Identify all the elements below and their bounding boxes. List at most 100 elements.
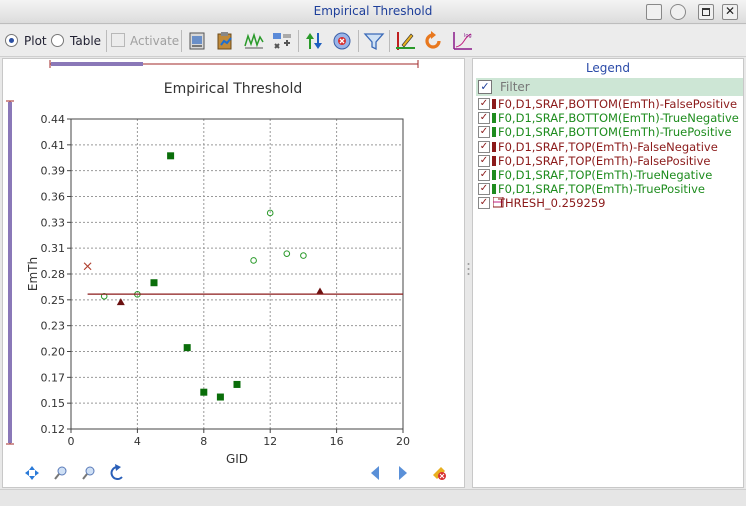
data-point-circle bbox=[283, 250, 291, 257]
y-tick-label: 0.15 bbox=[41, 397, 66, 410]
legend-item-checkbox[interactable]: ✓ bbox=[478, 197, 490, 210]
next-page-icon[interactable] bbox=[399, 466, 407, 480]
legend-item-checkbox[interactable]: ✓ bbox=[478, 140, 490, 153]
legend-item-label: THRESH_0.259259 bbox=[498, 196, 606, 211]
log-scale-icon[interactable]: log bbox=[451, 30, 473, 52]
line-chart-icon[interactable] bbox=[243, 30, 265, 52]
window-title: Empirical Threshold bbox=[313, 4, 433, 18]
legend-item[interactable]: ✓ F0,D1,SRAF,TOP(EmTh)-TrueNegative bbox=[476, 168, 743, 182]
y-tick-label: 0.36 bbox=[41, 191, 66, 204]
x-tick-label: 12 bbox=[263, 435, 277, 448]
activate-label: Activate bbox=[130, 34, 180, 48]
x-axis-label: GID bbox=[226, 452, 248, 466]
x-tick-label: 8 bbox=[200, 435, 207, 448]
window-pin-icon[interactable] bbox=[670, 4, 686, 20]
y-tick-label: 0.20 bbox=[41, 346, 66, 359]
legend-item-label: F0,D1,SRAF,TOP(EmTh)-TrueNegative bbox=[498, 167, 713, 182]
data-point-triangle bbox=[116, 298, 125, 306]
data-point-circle bbox=[250, 257, 257, 264]
legend-item-checkbox[interactable]: ✓ bbox=[478, 126, 490, 139]
legend-panel: Legend ✓ Filter ✓ F0,D1,SRAF,BOTTOM(EmTh)… bbox=[472, 58, 744, 488]
zoom-in-icon[interactable] bbox=[54, 466, 67, 480]
pan-icon[interactable] bbox=[25, 466, 39, 480]
chart-grid bbox=[71, 119, 403, 429]
y-axis-label: EmTh bbox=[26, 257, 40, 291]
data-point-square bbox=[183, 344, 191, 352]
table-radio-label[interactable]: Table bbox=[70, 34, 102, 48]
y-axis-ticks: 0.12 0.15 0.17 0.20 0.23 0.25 0.28 0.31 0.33 0.36… bbox=[41, 113, 71, 436]
legend-item[interactable]: ✓ THRESH_0.259259 bbox=[476, 196, 743, 210]
window-titlebar: Empirical Threshold ✕ bbox=[0, 0, 746, 24]
x-tick-label: 4 bbox=[134, 435, 141, 448]
filter-funnel-icon[interactable] bbox=[363, 30, 385, 52]
chart-title: Empirical Threshold bbox=[164, 81, 303, 97]
legend-item-checkbox[interactable]: ✓ bbox=[478, 168, 490, 181]
y-range-slider-thumb[interactable] bbox=[8, 102, 12, 443]
scatter-chart: Empirical Threshold 0.12 0.15 0.17 0.20 0.23… bbox=[6, 60, 446, 480]
y-tick-label: 0.41 bbox=[41, 139, 66, 152]
plot-panel: Empirical Threshold 0.12 0.15 0.17 0.20 0.23… bbox=[2, 58, 465, 488]
x-range-slider-thumb[interactable] bbox=[51, 62, 143, 66]
legend-item-checkbox[interactable]: ✓ bbox=[478, 183, 490, 196]
legend-title: Legend bbox=[585, 61, 631, 75]
legend-color-swatch bbox=[492, 127, 496, 138]
activate-checkbox[interactable] bbox=[111, 33, 125, 47]
x-tick-label: 16 bbox=[330, 435, 344, 448]
legend-item[interactable]: ✓ F0,D1,SRAF,TOP(EmTh)-FalseNegative bbox=[476, 140, 743, 154]
y-tick-label: 0.17 bbox=[41, 371, 66, 384]
export-image-icon[interactable] bbox=[186, 30, 208, 52]
legend-item[interactable]: ✓ F0,D1,SRAF,BOTTOM(EmTh)-TrueNegative bbox=[476, 111, 743, 125]
toolbar-separator bbox=[358, 30, 359, 52]
x-tick-label: 0 bbox=[68, 435, 75, 448]
legend-item-label: F0,D1,SRAF,BOTTOM(EmTh)-FalsePositive bbox=[498, 97, 738, 111]
legend-item[interactable]: ✓ F0,D1,SRAF,TOP(EmTh)-FalsePositive bbox=[476, 154, 743, 168]
chart-marks bbox=[83, 152, 403, 401]
clipboard-chart-icon[interactable] bbox=[214, 30, 236, 52]
maximize-icon[interactable] bbox=[698, 4, 714, 20]
toolbar-separator bbox=[181, 30, 182, 52]
data-point-square bbox=[216, 393, 224, 401]
refresh-icon[interactable] bbox=[422, 30, 444, 52]
legend-item[interactable]: ✓ F0,D1,SRAF,BOTTOM(EmTh)-FalsePositive bbox=[476, 97, 743, 111]
legend-item-label: F0,D1,SRAF,BOTTOM(EmTh)-TrueNegative bbox=[498, 111, 739, 126]
toolbar-separator bbox=[106, 30, 107, 52]
legend-color-swatch bbox=[492, 155, 496, 166]
table-radio[interactable] bbox=[51, 34, 64, 47]
svg-text:log: log bbox=[464, 33, 472, 39]
legend-item-label: F0,D1,SRAF,TOP(EmTh)-FalseNegative bbox=[498, 139, 718, 154]
select-all-checkbox[interactable]: ✓ bbox=[478, 80, 492, 94]
threshold-series-icon bbox=[492, 196, 509, 209]
shape-tool-icon[interactable] bbox=[271, 30, 293, 52]
toolbar-separator bbox=[298, 30, 299, 52]
legend-item-checkbox[interactable]: ✓ bbox=[478, 112, 490, 125]
legend-filter-input[interactable]: Filter bbox=[500, 80, 530, 94]
close-icon[interactable]: ✕ bbox=[722, 4, 738, 20]
plot-radio[interactable] bbox=[5, 34, 18, 47]
toolbar: Plot Table Activate log bbox=[0, 25, 746, 57]
draw-axis-icon[interactable] bbox=[394, 30, 416, 52]
zoom-out-icon[interactable] bbox=[82, 466, 95, 480]
legend-item-checkbox[interactable]: ✓ bbox=[478, 154, 490, 167]
panel-splitter[interactable] bbox=[466, 260, 471, 280]
legend-color-swatch bbox=[492, 141, 496, 152]
clear-selection-icon[interactable] bbox=[433, 467, 446, 480]
x-tick-label: 20 bbox=[396, 435, 410, 448]
window-menu-icon[interactable] bbox=[646, 4, 662, 20]
reset-zoom-icon[interactable] bbox=[110, 464, 123, 480]
data-point-square bbox=[233, 380, 241, 388]
legend-item[interactable]: ✓ F0,D1,SRAF,BOTTOM(EmTh)-TruePositive bbox=[476, 125, 743, 139]
legend-item-checkbox[interactable]: ✓ bbox=[478, 98, 490, 110]
data-point-triangle bbox=[316, 287, 324, 295]
y-tick-label: 0.44 bbox=[41, 113, 66, 126]
data-point-square bbox=[150, 279, 158, 287]
y-tick-label: 0.39 bbox=[41, 165, 66, 178]
y-tick-label: 0.23 bbox=[41, 320, 66, 333]
legend-item-label: F0,D1,SRAF,TOP(EmTh)-TruePositive bbox=[498, 182, 705, 197]
sort-arrows-icon[interactable] bbox=[303, 30, 325, 52]
legend-color-swatch bbox=[492, 113, 496, 124]
legend-item[interactable]: ✓ F0,D1,SRAF,TOP(EmTh)-TruePositive bbox=[476, 182, 743, 196]
plot-radio-label[interactable]: Plot bbox=[24, 34, 47, 48]
remove-filter-icon[interactable] bbox=[331, 30, 353, 52]
previous-page-icon[interactable] bbox=[371, 466, 379, 480]
toolbar-separator bbox=[389, 30, 390, 52]
